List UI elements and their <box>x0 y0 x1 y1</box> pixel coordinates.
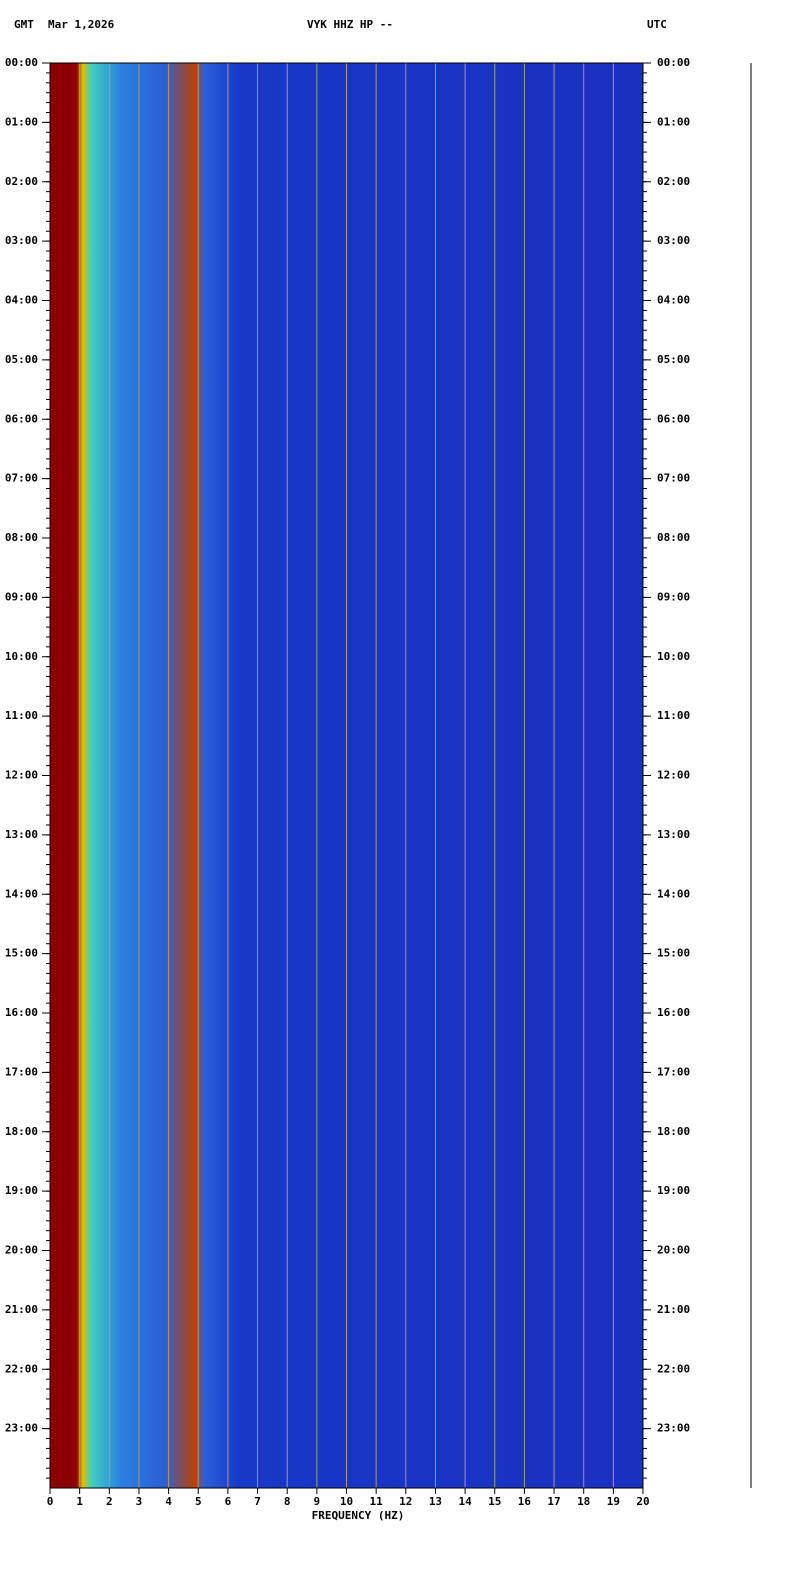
y-tick-label: 09:00 <box>5 590 38 603</box>
y-tick-label: 06:00 <box>657 412 690 425</box>
x-tick-label: 13 <box>429 1495 442 1508</box>
y-tick-label: 00:00 <box>5 56 38 69</box>
y-tick-label: 04:00 <box>5 294 38 307</box>
x-tick-label: 12 <box>399 1495 412 1508</box>
x-tick-label: 15 <box>488 1495 501 1508</box>
x-tick-label: 9 <box>314 1495 321 1508</box>
date: Mar 1,2026 <box>48 18 115 31</box>
y-tick-label: 21:00 <box>657 1303 690 1316</box>
y-tick-label: 06:00 <box>5 412 38 425</box>
y-tick-label: 15:00 <box>657 947 690 960</box>
y-tick-label: 22:00 <box>5 1362 38 1375</box>
y-tick-label: 18:00 <box>657 1125 690 1138</box>
y-tick-label: 16:00 <box>5 1006 38 1019</box>
x-tick-label: 0 <box>47 1495 54 1508</box>
y-tick-label: 09:00 <box>657 590 690 603</box>
x-tick-label: 17 <box>547 1495 560 1508</box>
y-tick-label: 13:00 <box>657 828 690 841</box>
y-tick-label: 20:00 <box>657 1244 690 1257</box>
y-tick-label: 07:00 <box>5 472 38 485</box>
x-tick-label: 1 <box>76 1495 83 1508</box>
plot-frame <box>49 62 644 1489</box>
y-tick-label: 19:00 <box>657 1184 690 1197</box>
y-tick-label: 12:00 <box>5 769 38 782</box>
x-tick-label: 2 <box>106 1495 113 1508</box>
x-tick-label: 5 <box>195 1495 202 1508</box>
y-tick-label: 02:00 <box>5 175 38 188</box>
x-tick-label: 4 <box>165 1495 172 1508</box>
y-tick-label: 19:00 <box>5 1184 38 1197</box>
y-tick-label: 07:00 <box>657 472 690 485</box>
x-tick-label: 7 <box>254 1495 261 1508</box>
x-tick-label: 20 <box>636 1495 649 1508</box>
y-tick-label: 08:00 <box>5 531 38 544</box>
x-tick-label: 18 <box>577 1495 590 1508</box>
y-tick-label: 03:00 <box>657 234 690 247</box>
y-tick-label: 21:00 <box>5 1303 38 1316</box>
y-tick-label: 13:00 <box>5 828 38 841</box>
y-tick-label: 23:00 <box>5 1422 38 1435</box>
left-label: GMT <box>14 18 34 31</box>
y-tick-label: 16:00 <box>657 1006 690 1019</box>
y-tick-label: 23:00 <box>657 1422 690 1435</box>
x-tick-label: 6 <box>225 1495 232 1508</box>
x-tick-label: 8 <box>284 1495 291 1508</box>
y-tick-label: 10:00 <box>657 650 690 663</box>
y-tick-label: 04:00 <box>657 294 690 307</box>
y-tick-label: 17:00 <box>657 1065 690 1078</box>
y-tick-label: 10:00 <box>5 650 38 663</box>
y-tick-label: 11:00 <box>5 709 38 722</box>
y-tick-label: 08:00 <box>657 531 690 544</box>
y-tick-label: 01:00 <box>657 115 690 128</box>
y-tick-label: 20:00 <box>5 1244 38 1257</box>
x-tick-label: 16 <box>518 1495 532 1508</box>
x-tick-label: 19 <box>607 1495 620 1508</box>
x-tick-label: 11 <box>370 1495 384 1508</box>
y-tick-label: 15:00 <box>5 947 38 960</box>
chart-title: VYK HHZ HP -- <box>307 18 393 31</box>
y-tick-label: 01:00 <box>5 115 38 128</box>
x-axis-label: FREQUENCY (HZ) <box>312 1509 405 1522</box>
y-tick-label: 18:00 <box>5 1125 38 1138</box>
y-tick-label: 00:00 <box>657 56 690 69</box>
y-tick-label: 02:00 <box>657 175 690 188</box>
y-tick-label: 11:00 <box>657 709 690 722</box>
right-label: UTC <box>647 18 667 31</box>
y-tick-label: 03:00 <box>5 234 38 247</box>
x-tick-label: 10 <box>340 1495 353 1508</box>
y-tick-label: 05:00 <box>5 353 38 366</box>
y-tick-label: 14:00 <box>657 887 690 900</box>
y-tick-label: 05:00 <box>657 353 690 366</box>
x-tick-label: 14 <box>458 1495 472 1508</box>
y-tick-label: 12:00 <box>657 769 690 782</box>
y-tick-label: 14:00 <box>5 887 38 900</box>
y-tick-label: 22:00 <box>657 1362 690 1375</box>
x-tick-label: 3 <box>136 1495 143 1508</box>
y-tick-label: 17:00 <box>5 1065 38 1078</box>
